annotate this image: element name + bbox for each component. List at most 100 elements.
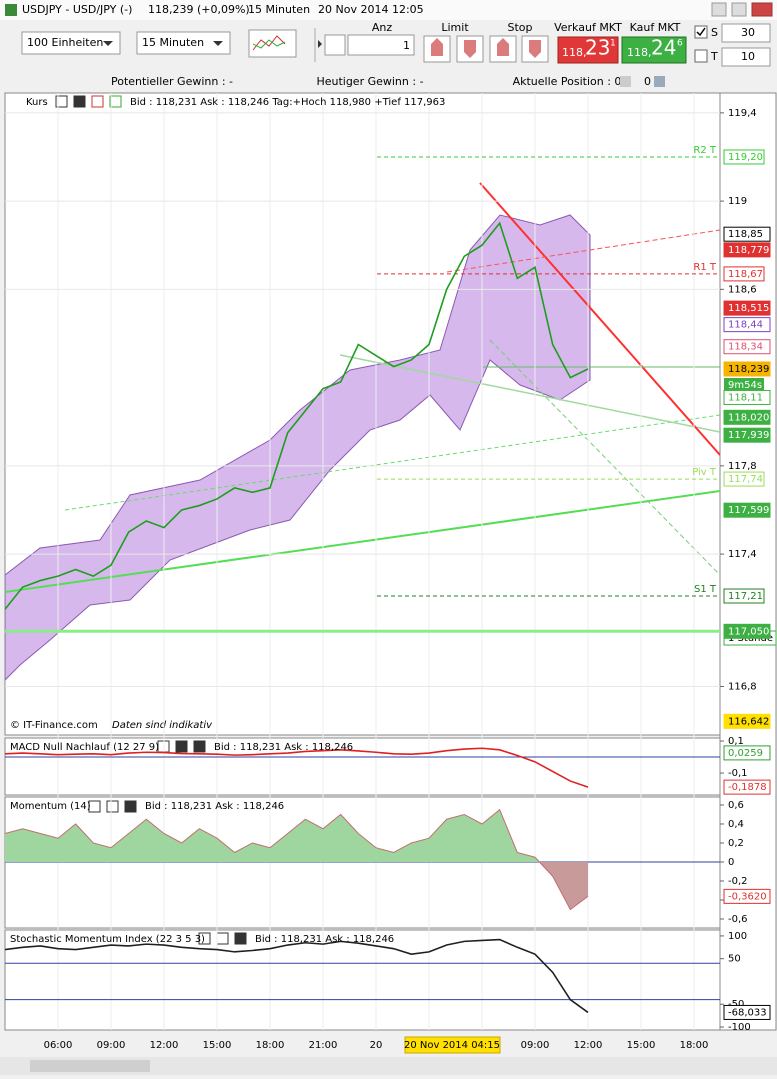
potential-gain: Potentieller Gewinn : - [111,75,233,88]
panel-icons[interactable] [55,95,247,945]
interval: 15 Minuten [248,3,310,16]
price-tag-label: 117,74 [728,474,763,485]
position: Aktuelle Position : 0 [513,75,622,88]
price-tag [723,226,771,242]
window-title: USDJPY - USD/JPY (-) [22,3,132,16]
y-tick-label: 50 [728,954,741,965]
price-tag [723,266,765,282]
x-tick-label: 12:00 [150,1040,179,1051]
check [696,27,706,37]
price-tag-label: 118,85 [728,229,763,240]
line [5,808,589,911]
price-tag-label: 117,599 [728,505,769,516]
interval-dropdown[interactable] [136,31,231,55]
price-tag-label: 118,44 [728,320,763,331]
qty-input[interactable] [347,34,415,56]
trend-line[interactable] [489,339,720,576]
y-tick-label: 117,8 [728,461,757,472]
datetime: 20 Nov 2014 12:05 [318,3,424,16]
dropdown-arrow [103,41,113,46]
panel-title: Momentum (14) [10,801,91,812]
price-tag-label: 118,11 [728,392,763,403]
collapse-arrow[interactable] [318,40,322,48]
pivot-label: R2 T [693,145,716,156]
watermark-note: Daten sind indikativ [112,720,213,731]
price-tag [723,389,771,405]
x-tick-label: 09:00 [521,1040,550,1051]
price-tag-label: 118,515 [728,303,769,314]
trend-line[interactable] [479,182,720,456]
position-2: 0 [644,75,651,88]
t-label: T [710,50,718,63]
price-tag [723,779,771,795]
pivot-label: Piv T [692,467,717,478]
t-value: 10 [741,50,755,63]
today-gain: Heutiger Gewinn : - [316,75,423,88]
position-icon[interactable] [654,76,665,87]
x-tick-label: 21:00 [309,1040,338,1051]
indicator-icon [252,35,286,51]
price-tag-label: 118,239 [728,364,769,375]
scroll-thumb[interactable] [30,1060,150,1072]
price-tag [723,745,771,761]
price-tag [723,713,771,729]
trend-line[interactable] [446,229,720,273]
y-tick-label: 0,4 [728,819,744,830]
bollinger-band [5,214,591,681]
price-tag-label: 118,020 [728,412,769,423]
y-tick-label: 0,2 [728,838,744,849]
y-tick-label: 119 [728,196,747,207]
scrollbar[interactable] [0,1057,777,1075]
watermark: © IT-Finance.com [10,720,98,731]
line [5,221,589,610]
buy-prefix: 118, [627,46,652,59]
price-tag [723,1004,771,1020]
price-tag-label: -0,1878 [728,782,767,793]
sell-sup: 1 [610,39,616,49]
price-tag-label: 0,0259 [728,748,763,759]
trend-line[interactable] [339,354,720,433]
panel-info: Bid : 118,231 Ask : 118,246 Tag:+Hoch 11… [130,97,445,108]
indicator-button[interactable] [248,29,297,58]
s-input[interactable] [721,23,771,43]
buy-label: Kauf MKT [630,21,681,34]
panel-title: MACD Null Nachlauf (12 27 9) [10,742,159,753]
cursor-label: 20 Nov 2014 04:15 [404,1040,500,1051]
price-tag-label: 119,20 [728,152,763,163]
sell-prefix: 118, [562,46,587,59]
x-tick-label: 12:00 [574,1040,603,1051]
position-icon[interactable] [620,76,631,87]
y-tick-label: -0,1 [728,768,748,779]
s-checkbox[interactable] [694,25,708,39]
buy-sup: 6 [677,39,683,49]
panel-title: Kurs [26,97,48,108]
sell-button[interactable] [557,36,619,64]
panel-info: Bid : 118,231 Ask : 118,246 [214,742,353,753]
panel-info: Bid : 118,231 Ask : 118,246 [255,934,394,945]
countdown: 9m54s [728,380,762,391]
y-tick-label: 118,6 [728,284,757,295]
price-tag [723,409,771,425]
y-tick-label: -100 [728,1022,751,1033]
y-tick-label: -0,6 [728,914,748,925]
t-checkbox[interactable] [694,49,708,63]
x-tick-label: 15:00 [203,1040,232,1051]
quote: 118,239 (+0,09%) [148,3,250,16]
units-dropdown[interactable] [21,31,121,55]
y-tick-label: 100 [728,931,747,942]
window-buttons[interactable] [711,2,773,17]
buy-button[interactable] [621,36,687,64]
t-input[interactable] [721,47,771,67]
wrench-button[interactable] [324,34,346,56]
y-tick-label: 0 [728,857,734,868]
price-tag [723,427,771,443]
price-tag [723,317,771,333]
price-tag [723,502,771,518]
trend-line[interactable] [64,414,720,511]
interval-select: 15 Minuten [142,36,204,49]
trend-line[interactable] [5,490,720,593]
overlays [5,182,720,681]
price-tag-label: 118,34 [728,342,763,353]
line [5,938,589,1014]
